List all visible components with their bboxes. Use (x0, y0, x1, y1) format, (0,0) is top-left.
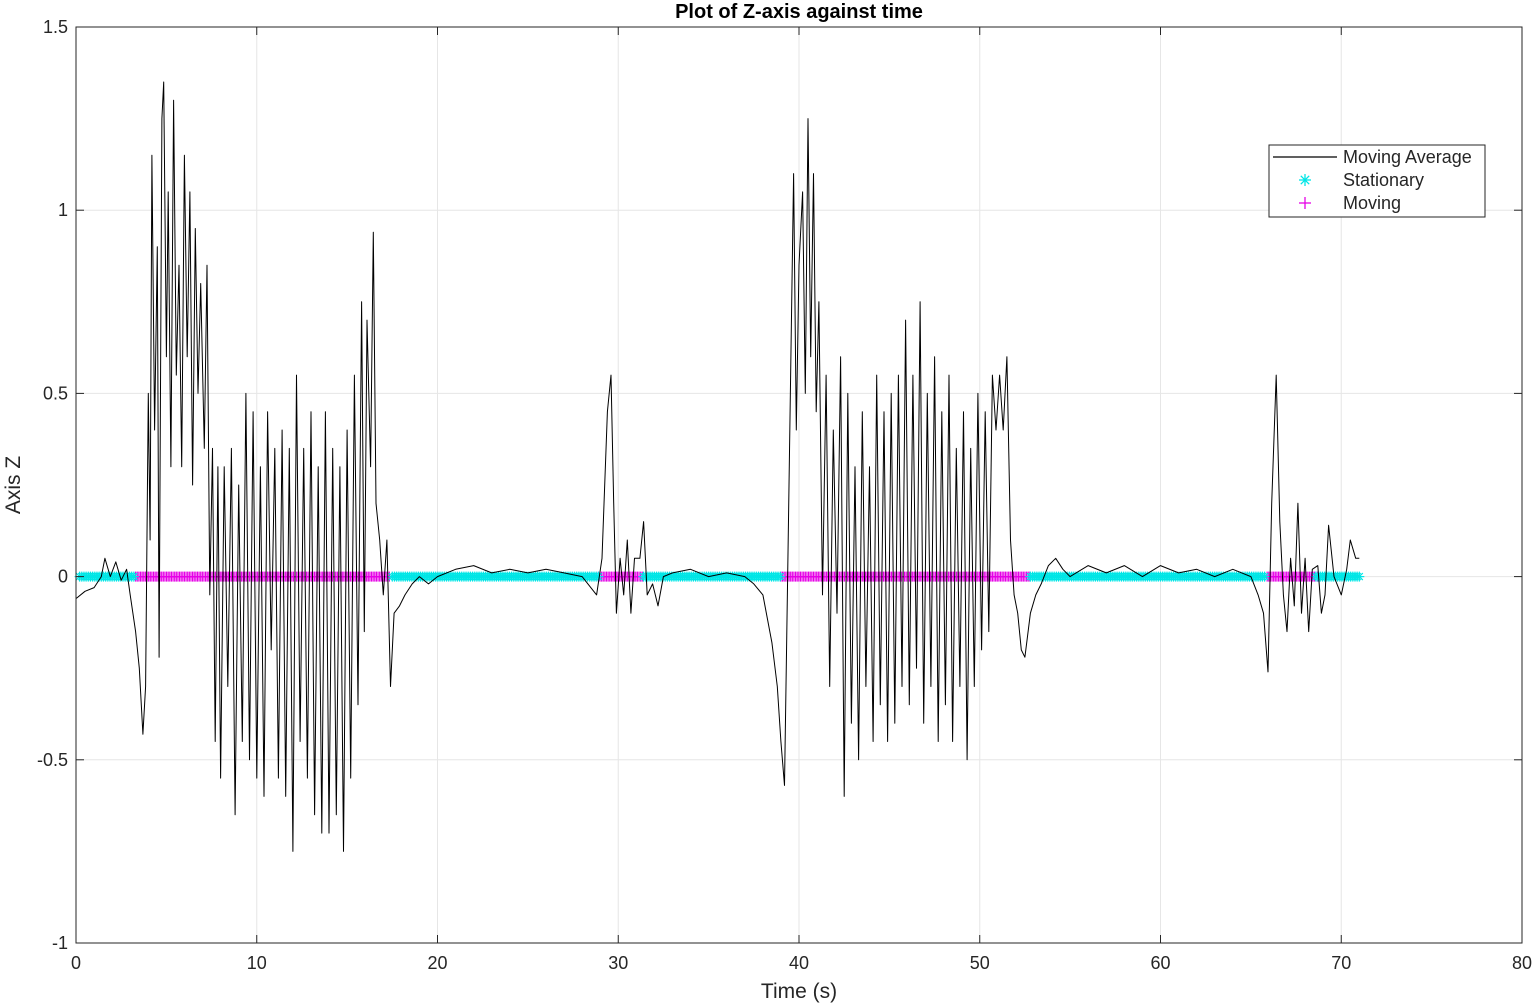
legend-item-moving-average: Moving Average (1343, 147, 1472, 167)
x-tick-label: 30 (608, 953, 628, 973)
stationary-marker (1354, 571, 1365, 582)
x-tick-label: 60 (1150, 953, 1170, 973)
x-tick-label: 50 (970, 953, 990, 973)
x-tick-label: 20 (427, 953, 447, 973)
y-tick-label: 1 (58, 200, 68, 220)
legend-stationary-swatch (1299, 174, 1311, 186)
legend-moving-swatch (1299, 197, 1311, 209)
y-tick-label: -1 (52, 933, 68, 953)
stationary-marker (775, 571, 786, 582)
x-tick-label: 70 (1331, 953, 1351, 973)
moving-average-line (75, 81, 1360, 852)
legend-item-stationary: Stationary (1343, 170, 1424, 190)
y-tick-label: 0 (58, 567, 68, 587)
legend: Moving Average Stationary Moving (1268, 144, 1486, 218)
y-axis-ticks: -1 -0.5 0 0.5 1 1.5 (37, 17, 1522, 953)
x-tick-label: 0 (71, 953, 81, 973)
y-tick-label: -0.5 (37, 750, 68, 770)
x-tick-label: 40 (789, 953, 809, 973)
x-axis-ticks: 0 10 20 30 40 50 60 70 80 (71, 27, 1532, 973)
stationary-marker (128, 571, 139, 582)
y-tick-label: 0.5 (43, 383, 68, 403)
y-axis-label: Axis Z (2, 456, 25, 515)
stationary-marker (1259, 571, 1270, 582)
x-tick-label: 10 (247, 953, 267, 973)
chart-title: Plot of Z-axis against time (675, 1, 923, 23)
x-axis-label: Time (s) (761, 980, 837, 1003)
moving-average-series (75, 81, 1360, 852)
x-tick-label: 80 (1512, 953, 1532, 973)
y-tick-label: 1.5 (43, 17, 68, 37)
legend-item-moving: Moving (1343, 193, 1401, 213)
